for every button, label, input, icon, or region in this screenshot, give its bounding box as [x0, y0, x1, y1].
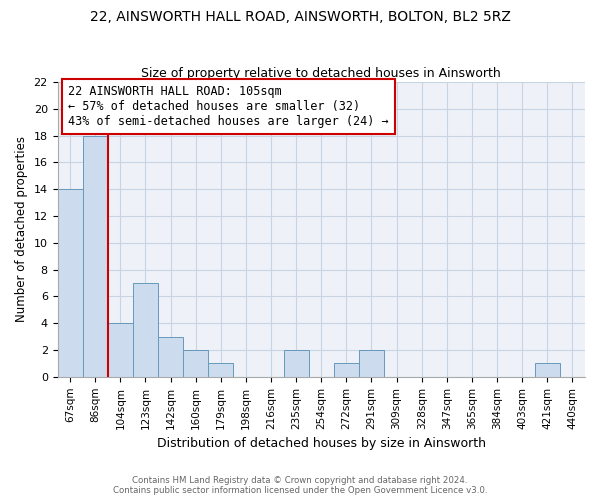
Text: Contains HM Land Registry data © Crown copyright and database right 2024.
Contai: Contains HM Land Registry data © Crown c… — [113, 476, 487, 495]
Bar — [83, 136, 108, 377]
Bar — [108, 323, 133, 377]
Bar — [334, 364, 359, 377]
Title: Size of property relative to detached houses in Ainsworth: Size of property relative to detached ho… — [142, 66, 501, 80]
Bar — [359, 350, 384, 377]
Bar — [535, 364, 560, 377]
Y-axis label: Number of detached properties: Number of detached properties — [15, 136, 28, 322]
X-axis label: Distribution of detached houses by size in Ainsworth: Distribution of detached houses by size … — [157, 437, 486, 450]
Bar — [284, 350, 309, 377]
Bar — [133, 283, 158, 377]
Text: 22 AINSWORTH HALL ROAD: 105sqm
← 57% of detached houses are smaller (32)
43% of : 22 AINSWORTH HALL ROAD: 105sqm ← 57% of … — [68, 85, 389, 128]
Bar — [183, 350, 208, 377]
Bar — [58, 189, 83, 377]
Bar — [158, 336, 183, 377]
Text: 22, AINSWORTH HALL ROAD, AINSWORTH, BOLTON, BL2 5RZ: 22, AINSWORTH HALL ROAD, AINSWORTH, BOLT… — [89, 10, 511, 24]
Bar — [208, 364, 233, 377]
